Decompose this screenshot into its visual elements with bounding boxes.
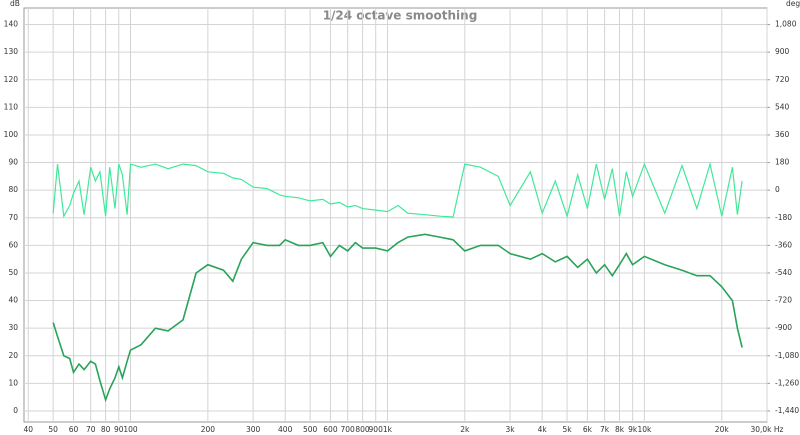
- x-tick-label: 60: [69, 425, 79, 434]
- x-tick-label: 1k: [383, 425, 393, 434]
- chart-title: 1/24 octave smoothing: [323, 9, 478, 23]
- y-tick-label: 20: [8, 351, 18, 360]
- x-tick-label: 700: [340, 425, 355, 434]
- x-tick-label: 2k: [460, 425, 470, 434]
- x-tick-label: 100: [123, 425, 138, 434]
- y-tick-label: 80: [8, 185, 18, 194]
- x-tick-label: 4k: [538, 425, 548, 434]
- y-tick-label: 30: [8, 323, 18, 332]
- y-tick-label: 100: [4, 130, 19, 139]
- y-tick-label: 10: [8, 378, 18, 387]
- plot-frame: [23, 7, 768, 423]
- y2-tick-label: -540: [775, 268, 792, 277]
- y2-tick-label: 1,080: [775, 20, 797, 29]
- series-line: [52, 161, 743, 219]
- y2-tick-label: -720: [775, 296, 792, 305]
- y2-tick-label: 180: [775, 158, 790, 167]
- x-tick-label: 7k: [600, 425, 610, 434]
- y2-tick-label: 360: [775, 130, 790, 139]
- x-tick-label: 900: [369, 425, 384, 434]
- y-tick-label: 0: [13, 406, 18, 415]
- y-axis-unit: dB: [10, 0, 20, 8]
- y2-tick-label: -900: [775, 323, 792, 332]
- x-tick-label: 50: [48, 425, 58, 434]
- y2-tick-label: 540: [775, 102, 790, 111]
- y2-tick-label: -1,440: [775, 406, 799, 415]
- x-tick-label: 6k: [583, 425, 593, 434]
- y2-tick-label: 720: [775, 75, 790, 84]
- y2-tick-label: -360: [775, 240, 792, 249]
- y-tick-label: 40: [8, 296, 18, 305]
- y-tick-label: 120: [4, 75, 19, 84]
- x-tick-label: 300: [246, 425, 261, 434]
- y-tick-label: 90: [8, 158, 18, 167]
- y2-axis-unit: deg: [786, 0, 800, 8]
- x-tick-label: 90: [114, 425, 124, 434]
- x-tick-label: 400: [278, 425, 293, 434]
- x-tick-label: 5k: [562, 425, 572, 434]
- y-tick-label: 110: [4, 102, 19, 111]
- x-tick-label: 8k: [615, 425, 625, 434]
- y2-tick-label: -1,080: [775, 351, 799, 360]
- y2-tick-label: 900: [775, 47, 790, 56]
- series-line: [52, 233, 743, 403]
- y-tick-label: 70: [8, 213, 18, 222]
- x-tick-label: 20k: [715, 425, 730, 434]
- x-tick-label: 500: [303, 425, 318, 434]
- x-tick-label: 80: [101, 425, 111, 434]
- y-tick-label: 130: [4, 47, 19, 56]
- y-tick-label: 60: [8, 240, 18, 249]
- x-tick-label: 9k: [628, 425, 638, 434]
- y-tick-label: 50: [8, 268, 18, 277]
- x-tick-label: 200: [201, 425, 216, 434]
- x-tick-label: 40: [23, 425, 33, 434]
- x-tick-label: 10k: [637, 425, 652, 434]
- y-tick-label: 140: [4, 20, 19, 29]
- y2-tick-label: 0: [775, 185, 780, 194]
- x-tick-label: 3k: [505, 425, 515, 434]
- y2-tick-label: -1,260: [775, 378, 799, 387]
- x-tick-label: 800: [355, 425, 370, 434]
- y2-tick-label: -180: [775, 213, 792, 222]
- x-tick-label: 30,0k Hz: [750, 425, 783, 434]
- x-tick-label: 600: [323, 425, 338, 434]
- x-tick-label: 70: [86, 425, 96, 434]
